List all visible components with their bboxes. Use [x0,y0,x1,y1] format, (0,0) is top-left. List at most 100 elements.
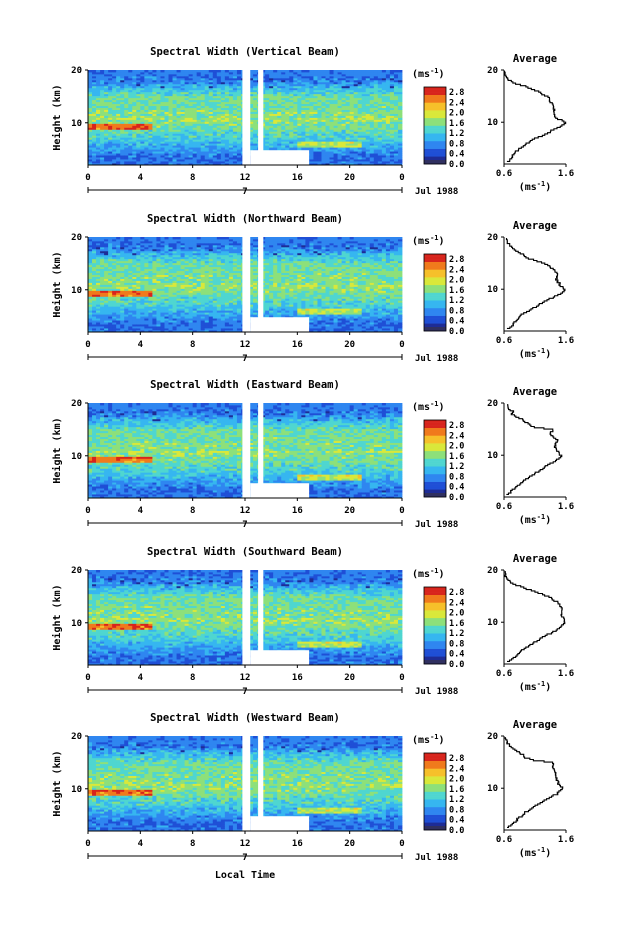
average-y-tick-label: 20 [487,566,498,576]
colorbar-tick-label: 1.6 [449,119,464,129]
colorbar-tick-label: 0.4 [449,483,464,493]
average-title: Average [513,553,557,565]
colorbar [424,753,446,830]
average-x-tick-label: 0.6 [496,502,512,512]
colorbar-tick-label: 1.2 [449,129,464,139]
x-tick-label: 0 [85,506,90,516]
average-x-label: (ms-1) [519,846,552,859]
colorbar-tick-label: 2.8 [449,255,464,265]
colorbar-unit: (ms-1) [412,400,445,413]
data-gap [250,483,309,498]
y-tick-label: 20 [71,66,82,76]
date-day-label: 7 [242,687,247,697]
colorbar-tick-label: 2.4 [449,265,464,275]
colorbar-tick-label: 2.4 [449,431,464,441]
date-day-label: 7 [242,354,247,364]
y-axis-label: Height (km) [51,417,63,483]
x-tick-label: 4 [138,839,144,849]
colorbar-tick-label: 2.8 [449,88,464,98]
y-tick-label: 20 [71,566,82,576]
colorbar-unit: (ms-1) [412,567,445,580]
x-tick-label: 16 [292,673,303,683]
colorbar-tick-label: 2.0 [449,609,464,619]
date-day-label: 7 [242,520,247,530]
x-tick-label: 0 [85,173,90,183]
x-tick-label: 4 [138,340,144,350]
colorbar-tick-label: 0.0 [449,826,464,836]
colorbar-tick-label: 0.8 [449,306,464,316]
colorbar-tick-label: 2.4 [449,598,464,608]
panel-title: Spectral Width (Northward Beam) [147,213,343,225]
colorbar-tick-label: 0.4 [449,150,464,160]
date-label: Jul 1988 [415,687,458,697]
panel-title: Spectral Width (Eastward Beam) [150,379,340,391]
x-tick-label: 0 [85,839,90,849]
x-tick-label: 16 [292,839,303,849]
x-tick-label: 16 [292,173,303,183]
average-x-tick-label: 1.6 [558,669,574,679]
average-x-tick-label: 1.6 [558,169,574,179]
average-y-tick-label: 10 [487,285,498,295]
date-label: Jul 1988 [415,520,458,530]
colorbar-tick-label: 2.0 [449,442,464,452]
colorbar-unit: (ms-1) [412,67,445,80]
x-tick-label: 20 [344,340,355,350]
average-x-tick-label: 0.6 [496,169,512,179]
colorbar [424,254,446,331]
data-gap [242,237,250,332]
colorbar-tick-label: 0.8 [449,472,464,482]
average-profile-line [505,71,566,161]
average-profile-line [505,737,562,827]
y-axis-label: Height (km) [51,84,63,150]
colorbar-tick-label: 2.4 [449,764,464,774]
average-x-tick-label: 0.6 [496,336,512,346]
panel-title: Spectral Width (Southward Beam) [147,546,343,558]
colorbar-tick-label: 0.0 [449,660,464,670]
average-title: Average [513,719,557,731]
average-title: Average [513,53,557,65]
data-gap [242,736,250,831]
average-x-tick-label: 1.6 [558,835,574,845]
average-x-label: (ms-1) [519,680,552,693]
x-tick-label: 8 [190,839,195,849]
average-x-tick-label: 1.6 [558,502,574,512]
colorbar-tick-label: 0.4 [449,650,464,660]
colorbar-floor [424,160,446,164]
average-y-tick-label: 10 [487,784,498,794]
y-axis-label: Height (km) [51,251,63,317]
y-tick-label: 10 [71,119,82,129]
colorbar-unit: (ms-1) [412,234,445,247]
data-gap [250,650,309,665]
average-profile-line [506,404,561,494]
x-tick-label: 12 [240,506,251,516]
data-gap [242,403,250,498]
date-day-label: 7 [242,853,247,863]
x-tick-label: 0 [399,673,404,683]
average-profile-line [505,571,565,661]
colorbar [424,587,446,664]
x-tick-label: 20 [344,506,355,516]
y-tick-label: 20 [71,732,82,742]
data-gap [242,570,250,665]
colorbar [424,420,446,497]
x-tick-label: 20 [344,839,355,849]
average-y-tick-label: 20 [487,399,498,409]
colorbar-tick-label: 0.8 [449,805,464,815]
y-tick-label: 10 [71,785,82,795]
x-tick-label: 12 [240,673,251,683]
colorbar [424,87,446,164]
date-label: Jul 1988 [415,354,458,364]
colorbar-tick-label: 2.8 [449,421,464,431]
colorbar-tick-label: 0.8 [449,139,464,149]
x-axis-label: Local Time [215,869,275,881]
x-tick-label: 12 [240,839,251,849]
x-tick-label: 0 [399,506,404,516]
y-tick-label: 10 [71,452,82,462]
colorbar-tick-label: 2.0 [449,276,464,286]
colorbar-tick-label: 0.0 [449,327,464,337]
